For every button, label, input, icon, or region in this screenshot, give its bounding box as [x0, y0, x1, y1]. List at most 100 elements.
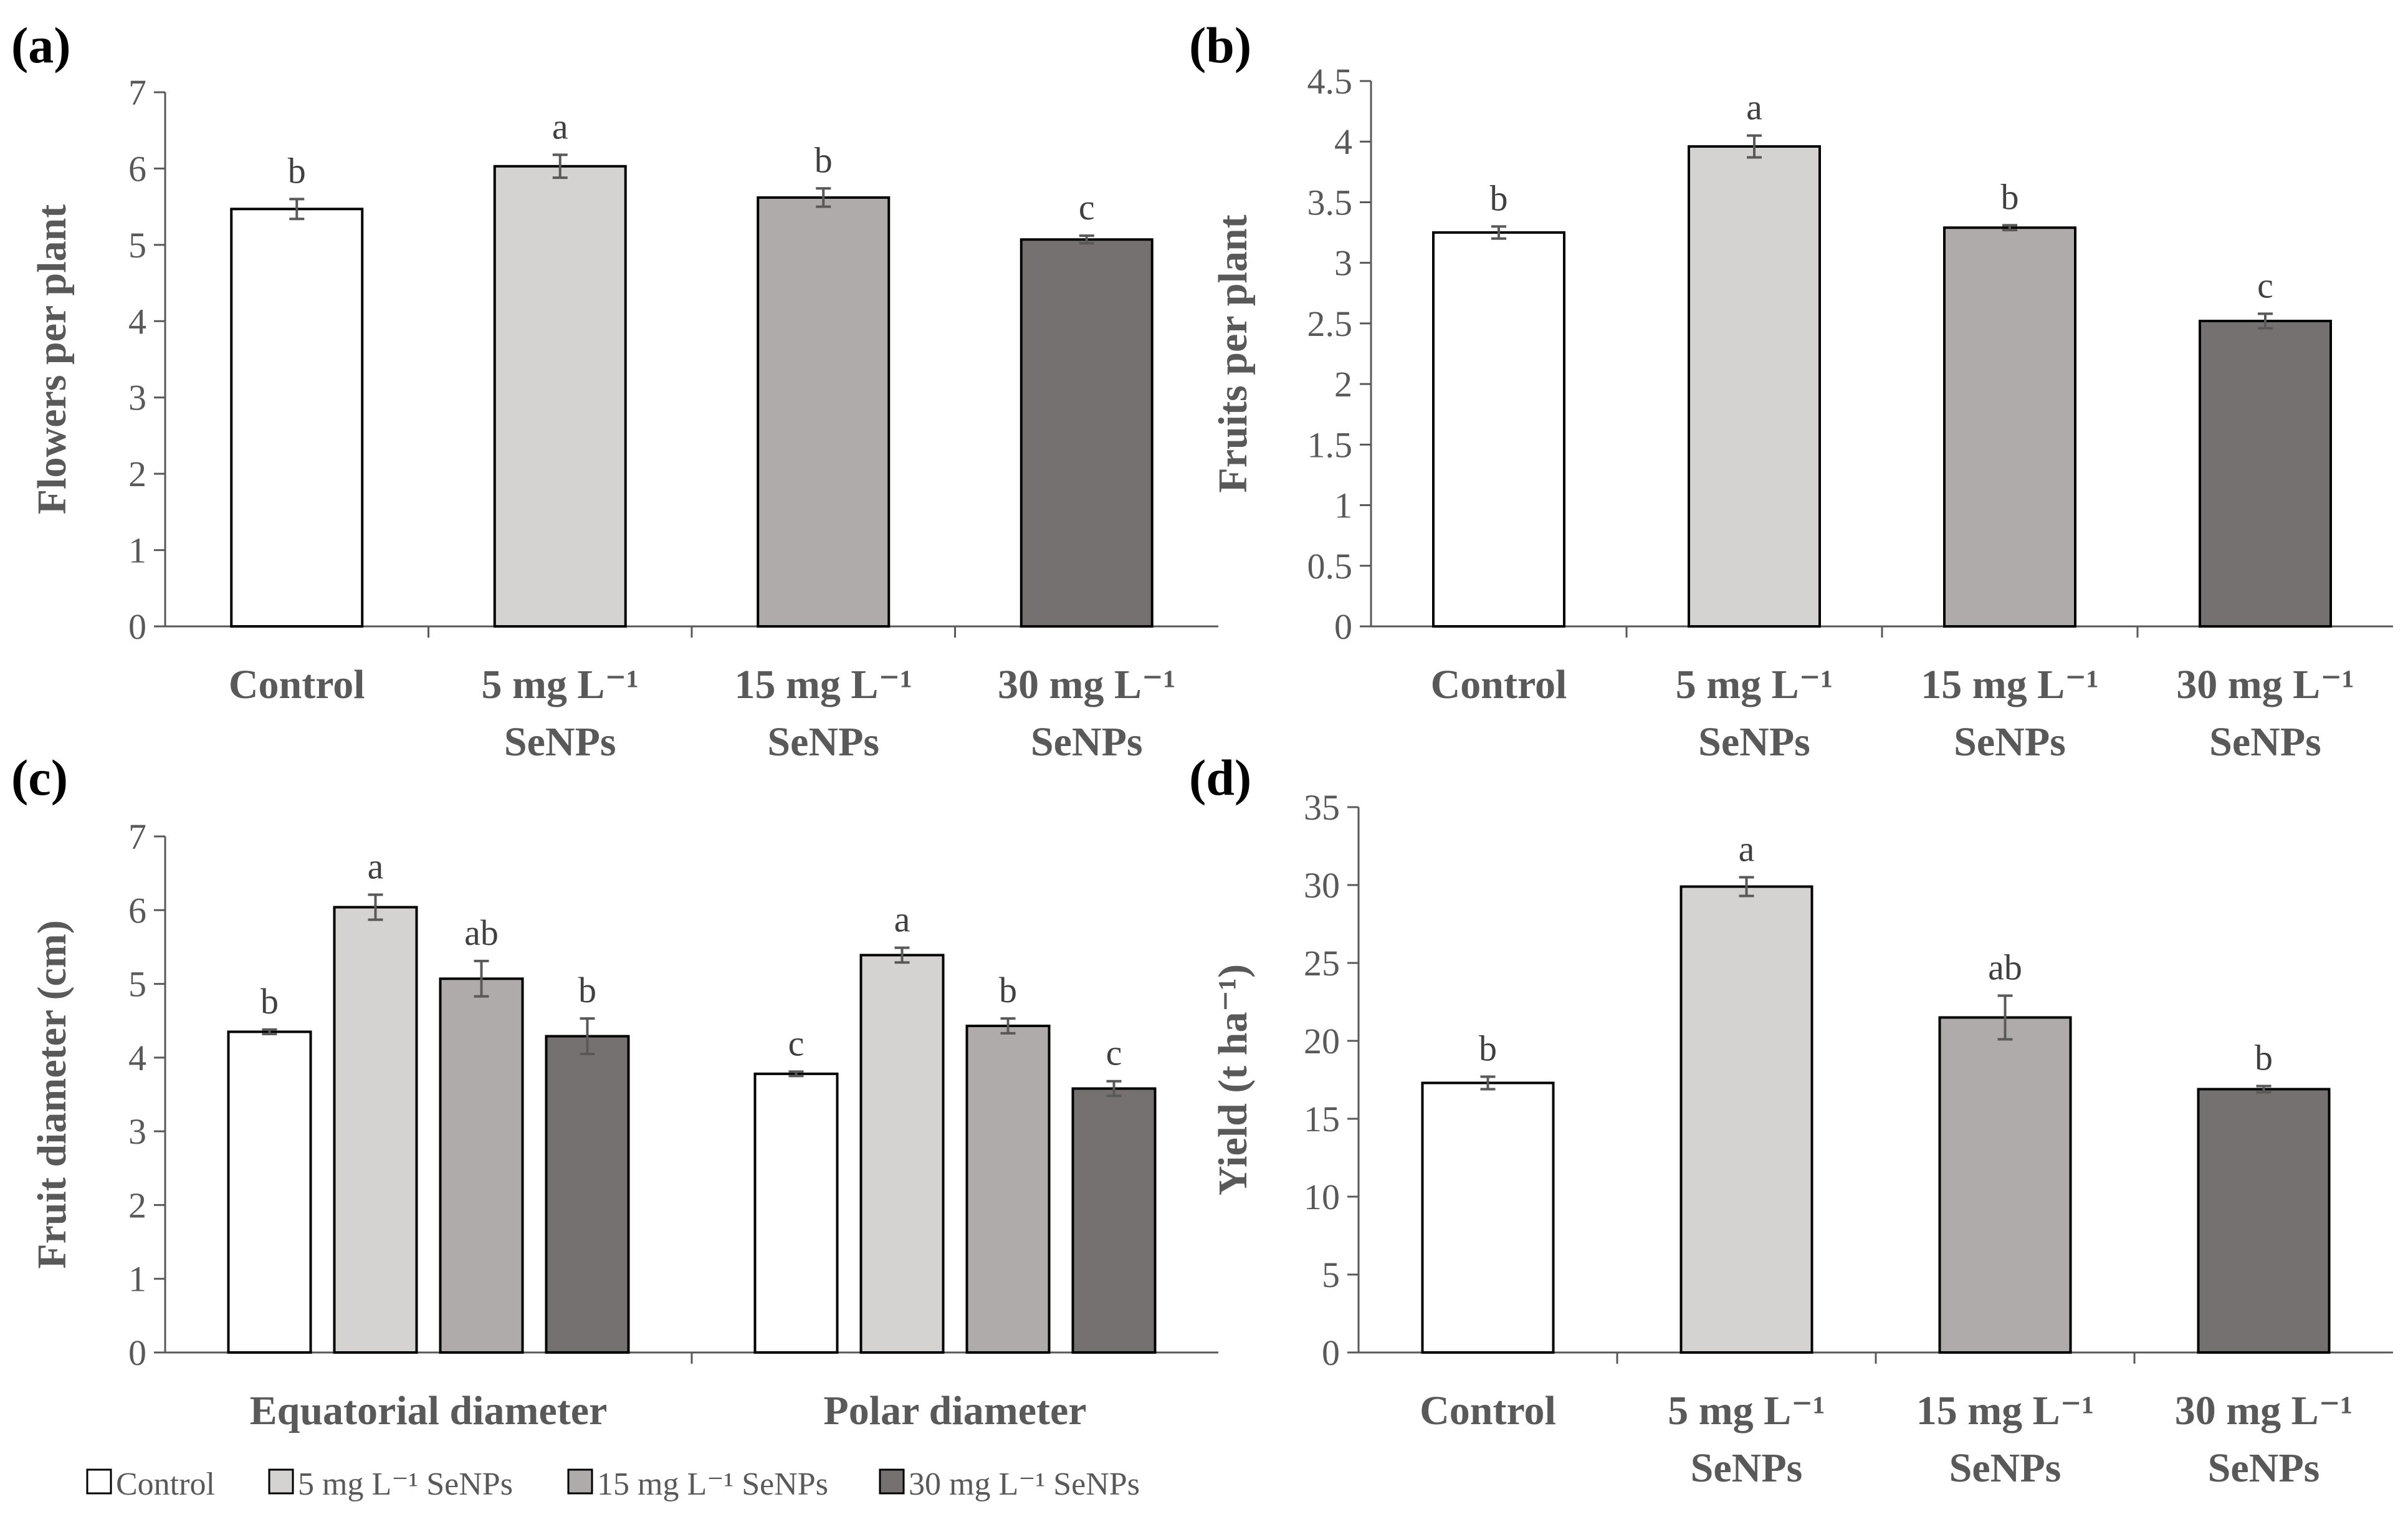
legend-swatch — [567, 1468, 593, 1495]
y-tick-label: 1.5 — [1307, 424, 1353, 465]
bar — [1421, 1081, 1555, 1354]
y-tick-label: 7 — [128, 72, 146, 113]
y-tick-label: 10 — [1304, 1177, 1340, 1217]
y-tick-label: 4 — [128, 301, 146, 342]
bar — [2199, 320, 2332, 628]
significance-letter: b — [815, 140, 833, 180]
y-tick-label: 20 — [1304, 1021, 1340, 1061]
bar — [230, 208, 364, 628]
y-tick-label: 0 — [1334, 606, 1352, 647]
y-tick-label: 5 — [1322, 1255, 1340, 1295]
y-tick-label: 6 — [128, 148, 146, 189]
y-tick-label: 2.5 — [1307, 304, 1353, 344]
legend-label: 15 mg L⁻¹ SeNPs — [597, 1467, 828, 1502]
y-tick-label: 0 — [128, 606, 146, 647]
x-category-label: 15 mg L⁻¹ — [1916, 1388, 2095, 1434]
y-tick-label: 30 — [1304, 865, 1340, 906]
y-tick-label: 15 — [1304, 1099, 1340, 1139]
y-tick-label: 25 — [1304, 943, 1340, 984]
x-category-label: SeNPs — [1691, 1445, 1803, 1491]
chart-panel-d: (d) Yield (t ha⁻¹) 0 5 10 15 20 25 30 35 b a ab b Cont… — [1189, 749, 2393, 1491]
bar — [859, 954, 945, 1354]
x-category-label: 30 mg L⁻¹ — [998, 662, 1176, 707]
significance-letter: c — [1106, 1033, 1122, 1073]
legend-swatch — [268, 1468, 294, 1495]
bar — [753, 1072, 839, 1354]
panel-label: (b) — [1189, 17, 1251, 74]
x-category-label: SeNPs — [2209, 719, 2321, 765]
x-category-label: SeNPs — [1949, 1445, 2062, 1491]
bar — [545, 1035, 630, 1354]
x-category-label: SeNPs — [2208, 1445, 2320, 1491]
bar — [2197, 1088, 2331, 1354]
legend-label: 5 mg L⁻¹ SeNPs — [298, 1467, 513, 1502]
x-category-label: SeNPs — [1954, 719, 2066, 765]
y-tick-label: 1 — [128, 1259, 146, 1300]
x-category-label: Control — [229, 662, 365, 707]
y-tick-label: 0 — [1322, 1333, 1340, 1373]
x-category-label: 30 mg L⁻¹ — [2176, 662, 2354, 707]
x-category-label: SeNPs — [1698, 719, 1810, 765]
y-axis-label: Fruit diameter (cm) — [29, 920, 75, 1269]
significance-letter: a — [552, 106, 568, 146]
panel-label: (d) — [1189, 749, 1251, 806]
bar — [1432, 231, 1565, 628]
y-tick-label: 1 — [128, 530, 146, 571]
x-category-label: 15 mg L⁻¹ — [734, 662, 912, 707]
chart-panel-b: (b) Fruits per plant 0 0.5 1 1.5 2 2.5 3 3.5 4 4.5 b… — [1189, 17, 2393, 765]
y-axis-label: Fruits per plant — [1210, 214, 1256, 492]
bar — [493, 165, 627, 628]
significance-letter: b — [260, 981, 279, 1022]
significance-letter: b — [1479, 1028, 1497, 1069]
x-category-label: 15 mg L⁻¹ — [1921, 662, 2099, 707]
bar — [1938, 1016, 2072, 1354]
chart-panel-a: (a) Flowers per plant 0 1 2 3 4 5 6 7 b a b c Control 5… — [11, 17, 1218, 765]
y-tick-label: 1 — [1334, 486, 1352, 526]
y-tick-label: 3.5 — [1307, 182, 1353, 223]
y-tick-label: 4 — [128, 1038, 146, 1078]
legend-swatch — [879, 1468, 905, 1495]
chart-panel-c: (c)Fruit diameter (cm)01234567baabbcabcE… — [11, 749, 1218, 1434]
y-tick-label: 2 — [128, 454, 146, 494]
significance-letter: ab — [1988, 947, 2022, 988]
y-axis-label: Yield (t ha⁻¹) — [1210, 964, 1256, 1195]
bar — [757, 196, 891, 628]
legend-label: 30 mg L⁻¹ SeNPs — [909, 1467, 1140, 1502]
bar — [965, 1024, 1051, 1354]
bar — [1688, 145, 1821, 628]
y-tick-label: 3 — [128, 378, 146, 418]
y-tick-label: 4 — [1334, 122, 1352, 162]
significance-letter: b — [2255, 1038, 2273, 1078]
bar — [439, 977, 524, 1354]
x-category-label: Equatorial diameter — [250, 1388, 608, 1434]
y-tick-label: 3 — [1334, 243, 1352, 284]
y-tick-label: 2 — [128, 1185, 146, 1225]
significance-letter: c — [1079, 187, 1095, 227]
significance-letter: a — [368, 846, 384, 886]
bar — [1943, 226, 2076, 628]
legend: Control 5 mg L⁻¹ SeNPs 15 mg L⁻¹ SeNPs 30 m… — [86, 1467, 1140, 1502]
significance-letter: b — [999, 970, 1017, 1010]
y-tick-label: 3 — [128, 1111, 146, 1152]
x-category-label: Polar diameter — [823, 1388, 1086, 1434]
bar — [1679, 885, 1813, 1354]
y-tick-label: 4.5 — [1307, 61, 1353, 102]
significance-letter: a — [1739, 829, 1755, 869]
x-category-label: SeNPs — [1031, 719, 1143, 765]
y-tick-label: 0.5 — [1307, 546, 1353, 586]
legend-swatch — [86, 1468, 112, 1495]
y-tick-label: 35 — [1304, 787, 1340, 828]
y-tick-label: 5 — [128, 225, 146, 266]
x-category-label: SeNPs — [767, 719, 879, 765]
significance-letter: a — [894, 899, 910, 940]
significance-letter: b — [288, 150, 306, 191]
significance-letter: b — [578, 970, 596, 1010]
significance-letter: b — [2001, 176, 2019, 217]
y-tick-label: 2 — [1334, 364, 1352, 404]
bar — [227, 1030, 312, 1354]
significance-letter: a — [1746, 87, 1762, 128]
panel-label: (a) — [11, 17, 71, 74]
panel-label: (c) — [11, 749, 68, 806]
